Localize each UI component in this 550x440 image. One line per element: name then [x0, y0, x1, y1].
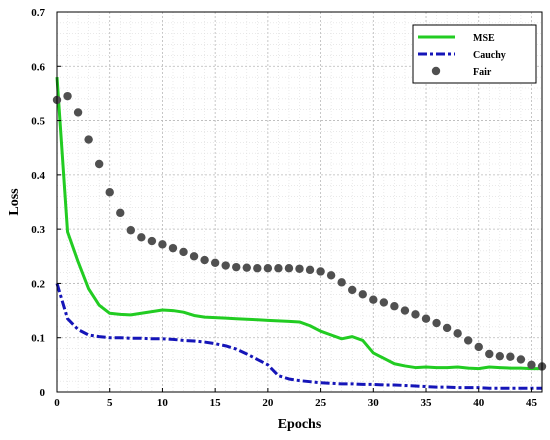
series-cauchy-line	[55, 283, 542, 390]
x-tick-label: 0	[54, 397, 60, 409]
x-tick-label: 35	[421, 397, 433, 409]
data-point-fair	[305, 265, 315, 275]
data-point-fair	[506, 352, 515, 361]
data-point-fair	[337, 278, 346, 287]
data-point-fair	[168, 243, 178, 253]
x-tick-label: 45	[526, 397, 538, 409]
data-point-fair	[210, 258, 220, 267]
data-point-fair	[137, 233, 146, 242]
data-point-fair	[274, 264, 283, 273]
data-point-fair	[221, 261, 230, 270]
data-point-fair	[485, 349, 494, 359]
data-point-fair	[189, 252, 199, 261]
y-tick-label: 0	[40, 387, 46, 399]
data-point-fair	[411, 310, 420, 319]
legend-label-fair: Fair	[473, 67, 492, 78]
data-point-fair	[94, 159, 104, 169]
data-point-fair	[379, 298, 389, 307]
plot-frame	[56, 11, 543, 393]
data-point-fair	[326, 271, 336, 280]
data-point-fair	[105, 188, 114, 197]
data-point-fair	[84, 135, 93, 144]
data-point-fair	[63, 91, 72, 101]
x-tick-label: 20	[262, 397, 274, 409]
data-point-fair	[474, 342, 483, 352]
data-point-fair	[432, 318, 441, 328]
series-mse-line	[55, 77, 542, 371]
data-point-fair	[358, 290, 367, 299]
data-point-fair	[463, 336, 473, 345]
data-point-fair	[73, 108, 83, 117]
data-point-fair	[390, 302, 399, 311]
data-point-fair	[369, 295, 378, 304]
x-tick-label: 15	[210, 397, 222, 409]
data-point-fair	[126, 226, 136, 235]
data-point-fair	[527, 360, 536, 370]
data-point-fair	[316, 267, 325, 276]
ticks: 0 5 10 15 20 25 30 35 40 45 0 0.1 0.2 0.3 0.4 0.5 0.6 0.7	[31, 7, 537, 409]
legend: MSE Cauchy Fair	[412, 24, 537, 84]
data-point-fair	[495, 351, 505, 361]
y-tick-label: 0.2	[31, 278, 45, 290]
data-point-fair	[348, 285, 357, 295]
legend-marker-fair	[431, 66, 441, 76]
data-point-fair	[232, 262, 241, 272]
data-point-fair	[147, 236, 157, 246]
y-axis-label: Loss	[7, 188, 22, 216]
data-point-fair	[442, 323, 452, 333]
data-point-fair	[242, 263, 251, 272]
data-point-fair	[516, 355, 526, 364]
data-point-fair	[200, 255, 209, 265]
y-tick-label: 0.7	[31, 7, 45, 19]
legend-label-cauchy: Cauchy	[473, 50, 506, 61]
x-axis-label: Epochs	[278, 417, 322, 432]
legend-label-mse: MSE	[473, 33, 495, 44]
y-tick-label: 0.6	[31, 61, 45, 73]
data-point-fair	[116, 208, 125, 218]
data-point-fair	[284, 264, 294, 273]
x-tick-label: 30	[368, 397, 380, 409]
y-tick-label: 0.1	[31, 333, 45, 345]
data-point-fair	[295, 264, 304, 273]
y-tick-label: 0.3	[31, 224, 45, 236]
x-tick-label: 40	[473, 397, 485, 409]
x-tick-label: 25	[315, 397, 327, 409]
data-point-fair	[421, 314, 431, 323]
data-point-fair	[453, 329, 462, 338]
data-point-fair	[400, 306, 410, 315]
y-tick-label: 0.4	[31, 170, 45, 182]
data-point-fair	[253, 264, 262, 273]
x-tick-label: 5	[107, 397, 113, 409]
x-tick-label: 10	[157, 397, 169, 409]
data-point-fair	[263, 264, 273, 273]
y-tick-label: 0.5	[31, 116, 45, 128]
data-point-fair	[179, 247, 188, 257]
data-point-fair	[158, 240, 167, 249]
